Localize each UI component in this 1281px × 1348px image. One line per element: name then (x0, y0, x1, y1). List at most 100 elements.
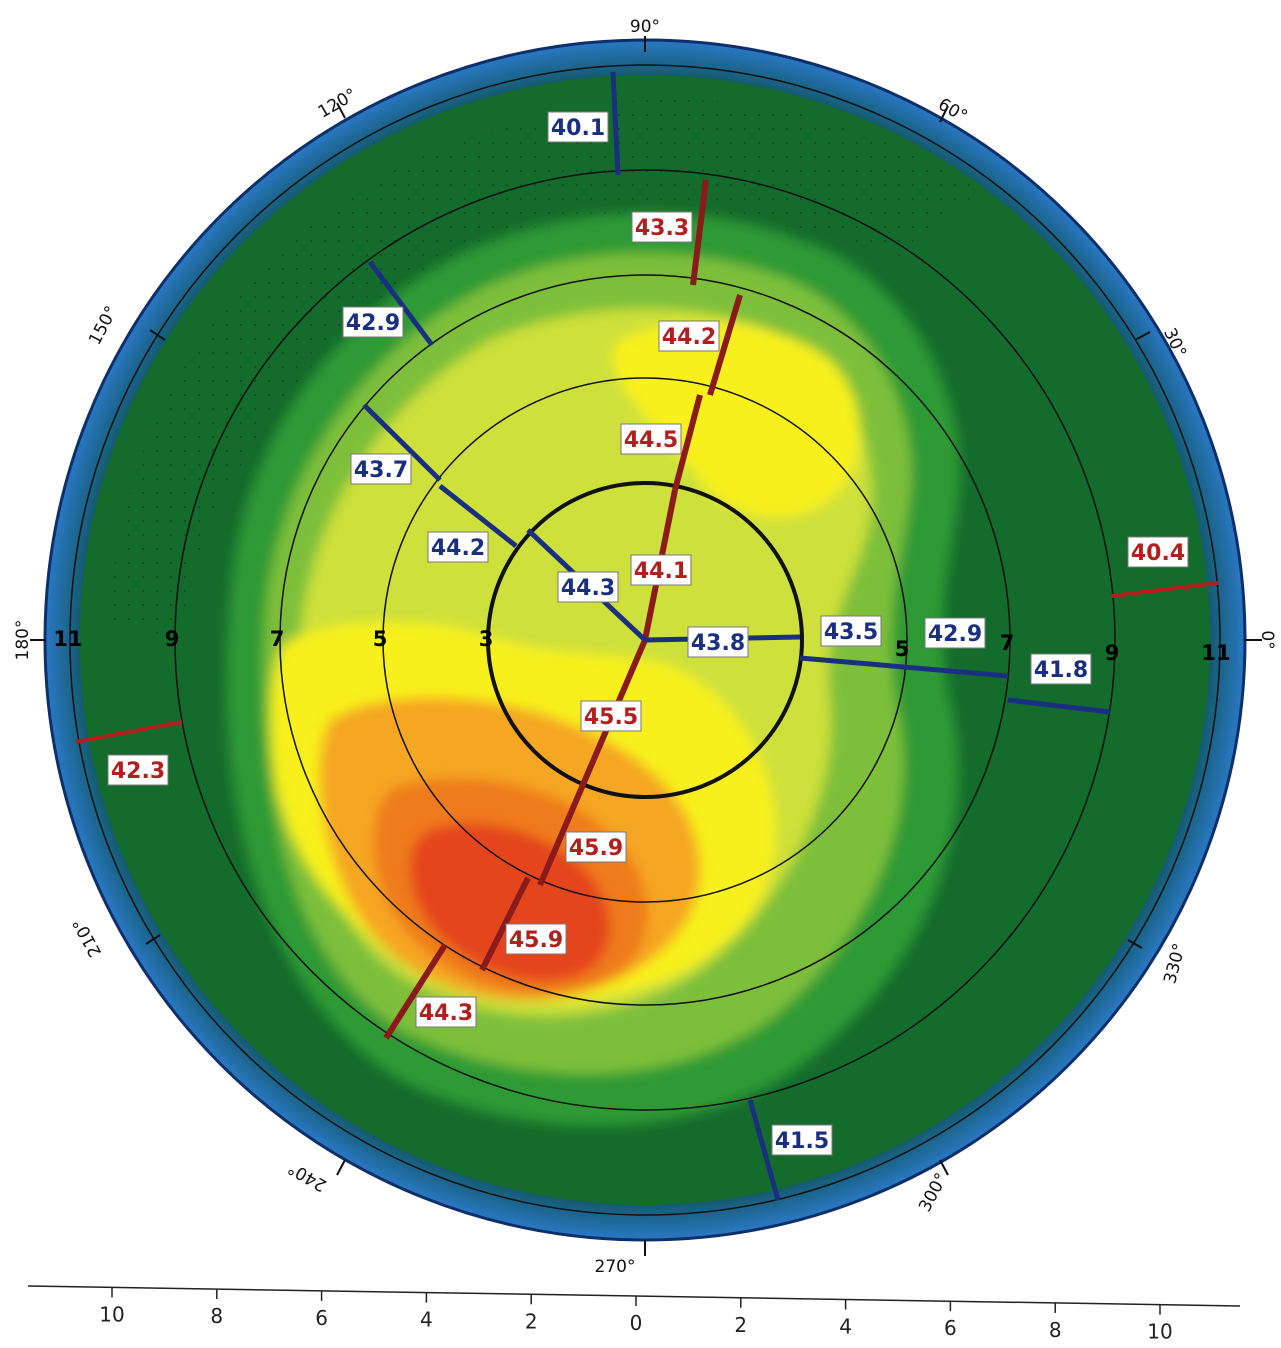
value-label-text: 44.5 (624, 428, 678, 453)
value-label-box (1127, 536, 1189, 568)
value-label-text: 41.8 (1034, 658, 1088, 683)
angle-label-90: 90° (630, 17, 660, 37)
value-label-box (1030, 653, 1092, 685)
value-label-text: 40.4 (1131, 541, 1185, 566)
value-label-text: 42.9 (928, 622, 982, 647)
ring-label-right-7: 7 (1000, 631, 1015, 655)
angle-label-150: 150° (85, 303, 122, 349)
value-label-text: 43.7 (354, 458, 408, 483)
scale-tick-label: 4 (839, 1314, 852, 1338)
meridian-flat-ul3 (438, 484, 518, 548)
angle-label-270: 270° (595, 1257, 636, 1277)
value-label-box (557, 571, 619, 603)
value-label-text: 42.3 (111, 759, 165, 784)
angle-label-330: 330° (1160, 941, 1190, 986)
value-label-box (107, 754, 169, 786)
value-label-text: 44.3 (419, 1001, 473, 1026)
value-label-box (580, 700, 642, 732)
value-label-box (924, 617, 986, 649)
value-label-box (658, 320, 720, 352)
rim-ticks (30, 36, 1262, 1256)
meridian-flat-ul1 (367, 260, 435, 347)
ring-label-right-9: 9 (1105, 641, 1120, 665)
meridian-flat-r2 (799, 655, 1009, 679)
value-label: 43.7 (350, 453, 412, 485)
value-label-box (771, 1124, 833, 1156)
meridian-steep-seg2 (707, 294, 743, 396)
meridian-steep-seg5 (537, 638, 648, 887)
meridian-flat-ul2 (362, 403, 442, 482)
dotted-region (110, 99, 980, 640)
value-label: 42.3 (107, 754, 169, 786)
value-label: 40.4 (1127, 536, 1189, 568)
value-label-text: 44.2 (431, 536, 485, 561)
value-label-box (342, 306, 404, 338)
value-label: 45.5 (580, 700, 642, 732)
value-label: 44.3 (415, 996, 477, 1028)
value-label-text: 40.1 (551, 116, 605, 141)
ring-label-right-11: 11 (1201, 641, 1230, 665)
ring-labels: 11 9 7 5 3 5 7 9 11 (53, 627, 1230, 665)
value-label: 44.5 (620, 423, 682, 455)
value-label-text: 44.2 (662, 325, 716, 350)
value-label-box (687, 626, 749, 658)
ring-label-left-5: 5 (373, 627, 388, 651)
angle-label-210: 210° (69, 915, 106, 961)
value-label-text: 45.9 (509, 928, 563, 953)
value-label-box (547, 111, 609, 143)
value-label: 45.9 (505, 923, 567, 955)
meridian-steep-seg6 (479, 876, 531, 972)
meridian-edge-left (75, 720, 183, 744)
ring-label-left-9: 9 (165, 627, 180, 651)
meridian-steep-seg3 (672, 394, 703, 491)
value-label: 41.8 (1030, 653, 1092, 685)
ring-5 (382, 377, 908, 903)
scale-tick-label: 4 (420, 1308, 433, 1332)
scale-tick-label: 8 (210, 1304, 223, 1328)
ring-3 (486, 481, 804, 799)
value-label: 43.5 (820, 615, 882, 647)
angle-label-0: 0° (1257, 630, 1277, 649)
value-label: 43.8 (687, 626, 749, 658)
meridian-flat-top (610, 71, 621, 176)
ring-label-right-5: 5 (895, 637, 910, 661)
scale-tick-label: 8 (1049, 1318, 1062, 1342)
value-label: 43.3 (631, 211, 693, 243)
value-label: 40.1 (547, 111, 609, 143)
value-label-text: 42.9 (346, 311, 400, 336)
value-label-box (620, 423, 682, 455)
value-label-text: 43.3 (635, 216, 689, 241)
value-label-box (631, 211, 693, 243)
value-label-text: 44.3 (561, 576, 615, 601)
value-label-box (565, 831, 627, 863)
ring-label-left-7: 7 (270, 627, 285, 651)
angle-label-300: 300° (915, 1170, 952, 1216)
value-label: 41.5 (771, 1124, 833, 1156)
value-label-box (415, 996, 477, 1028)
value-label: 44.3 (557, 571, 619, 603)
scale-tick-label: 2 (525, 1309, 538, 1333)
value-label-text: 43.8 (691, 631, 745, 656)
value-label: 45.9 (565, 831, 627, 863)
value-label-box (350, 453, 412, 485)
ring-11 (69, 64, 1221, 1216)
ring-7 (279, 274, 1011, 1006)
ring-label-left-11: 11 (53, 627, 82, 651)
meridian-flat-bottom (747, 1099, 781, 1201)
value-label-text: 45.9 (569, 836, 623, 861)
scale-tick-label: 10 (1147, 1320, 1172, 1344)
value-label: 42.9 (342, 306, 404, 338)
value-label-box (427, 531, 489, 563)
meridian-steep-seg1 (690, 179, 709, 286)
scale-tick-label: 6 (944, 1316, 957, 1340)
meridian-edge-right (1111, 581, 1219, 598)
meridian-flat-r3 (1007, 697, 1111, 715)
value-label: 44.1 (630, 554, 692, 586)
scale-tick-label: 10 (99, 1302, 124, 1326)
angle-label-180: 180° (13, 620, 33, 661)
meridian-steep-seg7 (383, 943, 448, 1040)
value-label-box (820, 615, 882, 647)
rings (69, 64, 1221, 1216)
value-label-text: 41.5 (775, 1129, 829, 1154)
